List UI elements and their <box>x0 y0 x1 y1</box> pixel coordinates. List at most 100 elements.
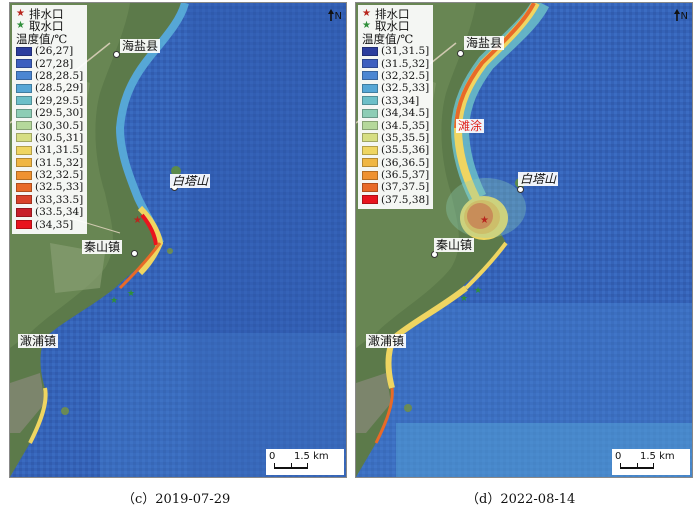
intake-marker: ★ <box>127 289 135 299</box>
place-label-ganpu: 澉浦镇 <box>18 334 59 348</box>
legend-bin: (31,31.5] <box>362 45 429 57</box>
legend-bin: (34,34.5] <box>362 107 429 119</box>
legend: ★ 排水口 ★ 取水口 温度值/℃ (31,31.5] (31.5,32] (32,32… <box>358 5 434 210</box>
red-star-icon: ★ <box>16 8 25 19</box>
legend-bin: (36.5,37] <box>362 169 429 181</box>
town-dot <box>131 250 138 257</box>
legend-swatch <box>16 71 32 81</box>
legend-bin: (31.5,32] <box>16 157 83 169</box>
caption-2022: （d）2022-08-14 <box>466 492 576 507</box>
scale-bar: 0 1.5 km <box>612 449 690 475</box>
legend-bin: (33,34] <box>362 95 429 107</box>
legend-swatch <box>362 121 378 131</box>
legend-swatch <box>16 182 32 192</box>
town-dot <box>113 51 120 58</box>
legend-swatch <box>362 59 378 69</box>
legend-swatch <box>16 170 32 180</box>
legend-bin: (33.5,34] <box>16 206 83 218</box>
town-dot <box>517 186 524 193</box>
legend-bin: (32.5,33] <box>16 181 83 193</box>
legend-swatch <box>16 207 32 217</box>
legend-bin-label: (32,32.5] <box>381 69 430 82</box>
place-label-baitashan: 白塔山 <box>518 172 559 186</box>
legend-bin-label: (34.5,35] <box>381 119 430 132</box>
legend-bin: (26,27] <box>16 45 83 57</box>
legend-bin-label: (35,35.5] <box>381 131 430 144</box>
legend-swatch <box>16 220 32 230</box>
legend-bin-label: (33,33.5] <box>35 193 84 206</box>
legend-swatch <box>16 83 32 93</box>
legend-bin-label: (37.5,38] <box>381 193 430 206</box>
outfall-marker: ★ <box>133 215 142 226</box>
intake-marker: ★ <box>460 294 468 304</box>
legend-swatch <box>362 83 378 93</box>
place-label-haiyan: 海盐县 <box>120 39 161 53</box>
legend-bin-label: (36,36.5] <box>381 156 430 169</box>
legend-swatch <box>16 121 32 131</box>
legend-bin: (32.5,33] <box>362 82 429 94</box>
legend-bin: (28,28.5] <box>16 70 83 82</box>
legend-bin-label: (34,34.5] <box>381 107 430 120</box>
legend-swatch <box>362 46 378 56</box>
legend-bin: (32,32.5] <box>362 70 429 82</box>
legend-bin: (34,35] <box>16 218 83 231</box>
legend-bin: (32,32.5] <box>16 169 83 181</box>
legend-swatch <box>16 96 32 106</box>
green-star-icon: ★ <box>16 20 25 31</box>
legend-title: 温度值/℃ <box>362 32 414 46</box>
legend-bin: (28.5,29] <box>16 82 83 94</box>
north-arrow-icon <box>327 9 334 21</box>
outfall-marker: ★ <box>480 215 489 226</box>
legend-outfall: ★ 排水口 <box>16 7 64 21</box>
town-dot <box>457 50 464 57</box>
legend-swatch <box>362 170 378 180</box>
legend-bin-label: (29.5,30] <box>35 107 84 120</box>
legend-swatch <box>16 158 32 168</box>
scale-bar: 0 1.5 km <box>266 449 344 475</box>
legend-bin: (37.5,38] <box>362 194 429 206</box>
north-arrow-icon <box>673 9 680 21</box>
legend-bin-label: (29,29.5] <box>35 94 84 107</box>
legend-bin: (29,29.5] <box>16 95 83 107</box>
legend-bin-label: (30,30.5] <box>35 119 84 132</box>
legend-bin: (36,36.5] <box>362 157 429 169</box>
legend-bin-label: (31.5,32] <box>381 57 430 70</box>
legend-bin-label: (28,28.5] <box>35 69 84 82</box>
red-star-icon: ★ <box>362 8 371 19</box>
legend-bin-label: (32.5,33] <box>35 181 84 194</box>
legend-swatch <box>16 46 32 56</box>
legend-bin-label: (32.5,33] <box>381 82 430 95</box>
legend-bin: (35.5,36] <box>362 144 429 156</box>
legend-title: 温度值/℃ <box>16 32 68 46</box>
legend-swatch <box>16 59 32 69</box>
place-label-haiyan: 海盐县 <box>464 36 505 50</box>
legend-bin: (33,33.5] <box>16 194 83 206</box>
legend-intake: ★ 取水口 <box>362 19 410 33</box>
place-label-baitashan: 白塔山 <box>170 174 211 188</box>
map-panel-2022: ★ ★ ★ ★ 排水口 ★ 取水口 温度值/℃ (31,31.5] (31.5,32]… <box>355 2 693 478</box>
place-label-qinshan: 秦山镇 <box>82 240 123 254</box>
legend-bin-label: (31,31.5] <box>35 144 84 157</box>
legend-swatch <box>362 108 378 118</box>
legend-swatch <box>16 108 32 118</box>
legend-bin-label: (35.5,36] <box>381 144 430 157</box>
legend-swatch <box>362 195 378 205</box>
intake-marker: ★ <box>110 296 118 306</box>
intake-marker: ★ <box>474 286 482 296</box>
legend-bin: (31,31.5] <box>16 144 83 156</box>
legend-bin-label: (31.5,32] <box>35 156 84 169</box>
town-dot <box>431 251 438 258</box>
north-arrow: N <box>327 9 342 22</box>
legend-swatch <box>362 96 378 106</box>
legend-swatch <box>362 133 378 143</box>
north-arrow: N <box>673 9 688 22</box>
legend-outfall: ★ 排水口 <box>362 7 410 21</box>
place-label-ganpu: 澉浦镇 <box>366 334 407 348</box>
legend-swatch <box>16 195 32 205</box>
legend-bin: (30.5,31] <box>16 132 83 144</box>
legend-bin-label: (26,27] <box>35 45 74 58</box>
place-label-tantu: 滩涂 <box>456 119 485 133</box>
legend-bin-label: (33,34] <box>381 94 420 107</box>
legend-bin-label: (28.5,29] <box>35 82 84 95</box>
legend-swatch <box>362 182 378 192</box>
